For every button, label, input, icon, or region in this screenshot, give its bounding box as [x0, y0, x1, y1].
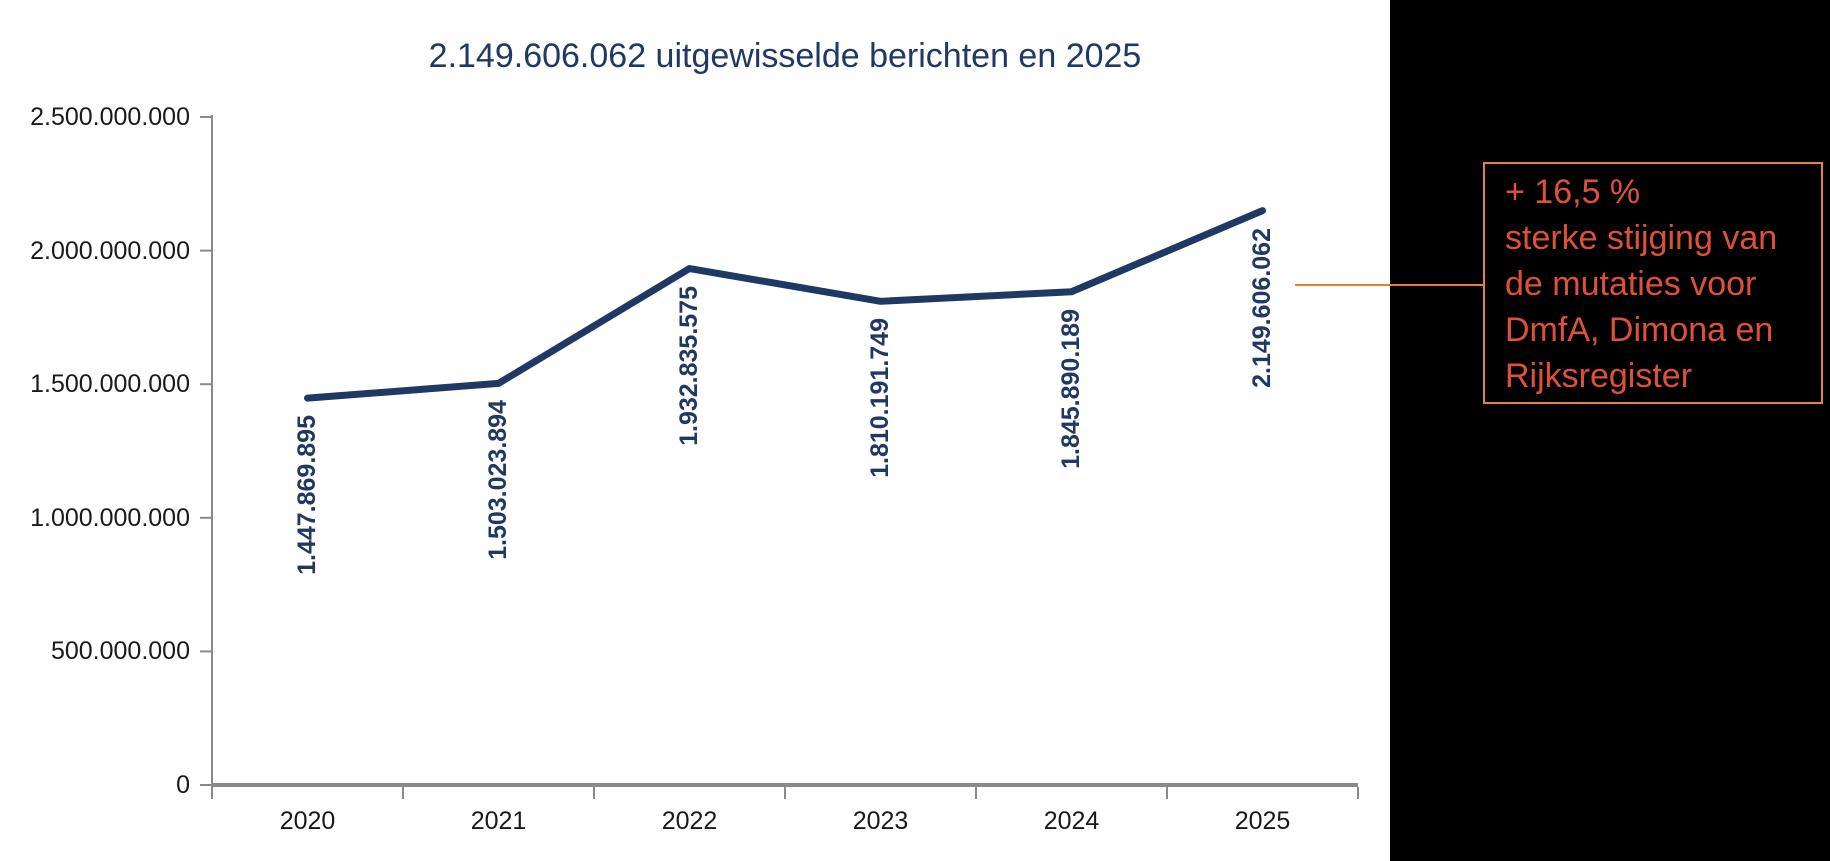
- data-point-label: 1.503.023.894: [483, 400, 512, 561]
- x-axis-tick-label: 2021: [470, 807, 527, 835]
- y-axis-tick-label: 0: [176, 771, 190, 799]
- annotation-text-line: de mutaties voor: [1505, 265, 1757, 303]
- x-axis-tick-label: 2022: [661, 807, 718, 835]
- annotation-text-line: Rijksregister: [1505, 357, 1693, 395]
- y-axis-tick-label: 500.000.000: [50, 637, 190, 666]
- annotation-text-line: sterke stijging van: [1505, 219, 1778, 257]
- y-axis-tick-label: 1.500.000.000: [30, 370, 190, 399]
- x-axis-tick-label: 2024: [1043, 807, 1100, 835]
- series-line: [304, 207, 1266, 402]
- x-axis-tick-label: 2020: [279, 807, 336, 835]
- y-axis-tick-label: 2.000.000.000: [30, 236, 190, 265]
- data-point-label: 1.810.191.749: [865, 318, 894, 479]
- data-point-label: 1.845.890.189: [1056, 308, 1085, 469]
- chart-title: 2.149.606.062 uitgewisselde berichten en…: [428, 37, 1142, 75]
- data-point-label: 1.932.835.575: [674, 285, 703, 446]
- axes: [200, 115, 1359, 799]
- right-black-panel: [1390, 0, 1830, 861]
- annotation-box: + 16,5 % sterke stijging van de mutaties v…: [1483, 162, 1823, 404]
- y-axis-tick-label: 2.500.000.000: [30, 103, 190, 131]
- annotation-text-line: DmfA, Dimona en: [1505, 311, 1774, 349]
- data-point-label: 2.149.606.062: [1247, 227, 1276, 388]
- y-axis-tick-label: 1.000.000.000: [30, 503, 190, 532]
- x-axis-tick-label: 2025: [1234, 807, 1291, 835]
- annotation-text-line: + 16,5 %: [1505, 173, 1641, 211]
- x-axis-tick-label: 2023: [852, 807, 909, 835]
- data-point-label: 1.447.869.895: [292, 415, 321, 576]
- annotation-leader-line: [1295, 284, 1483, 286]
